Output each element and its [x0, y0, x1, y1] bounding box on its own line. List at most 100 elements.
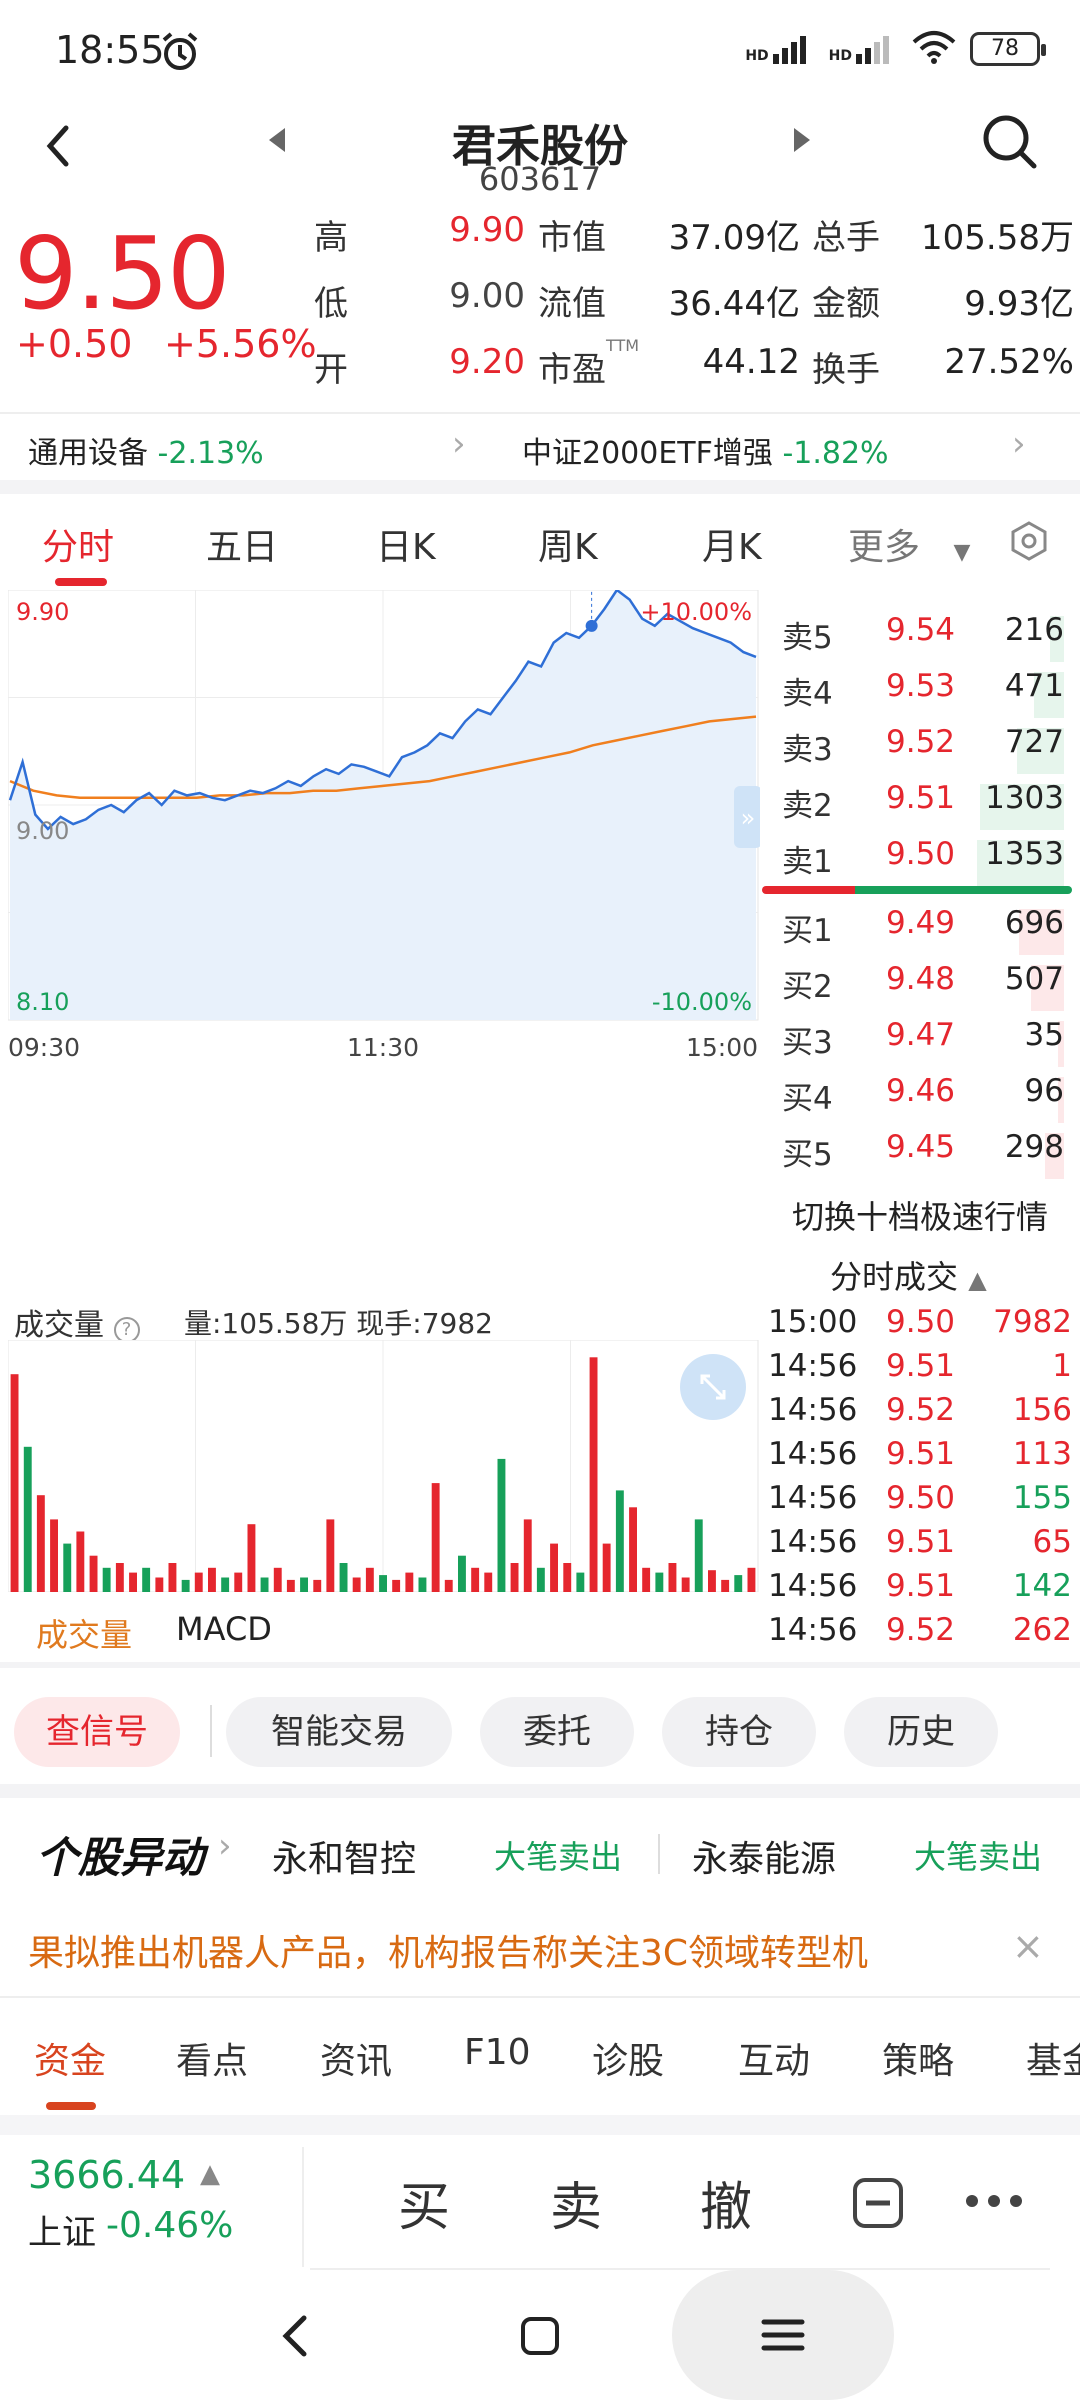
sector-item-1[interactable]: 通用设备 -2.13% [28, 428, 264, 472]
volume-bar [431, 1483, 440, 1592]
trade-volume: 1 [1052, 1348, 1072, 1384]
section-tab[interactable]: 看点 [176, 2041, 249, 2082]
tab-intraday[interactable]: 分时 [42, 527, 115, 568]
volume-bar [615, 1490, 624, 1592]
close-icon[interactable]: × [1012, 1924, 1044, 1968]
trade-volume: 155 [1012, 1480, 1072, 1516]
section-tab[interactable]: 资讯 [320, 2041, 393, 2082]
news-ticker[interactable]: 果拟推出机器人产品，机构报告称关注3C领域转型机 × [0, 1902, 1080, 1992]
sector-item-2[interactable]: 中证2000ETF增强 -1.82% [522, 428, 889, 472]
trade-price: 9.51 [886, 1524, 956, 1560]
trade-time: 14:56 [768, 1392, 858, 1428]
quote-value: 37.09亿 [668, 218, 800, 258]
nav-recents-icon[interactable] [672, 2270, 894, 2400]
alarm-icon [158, 30, 202, 78]
sell-button[interactable]: 卖 [550, 2178, 603, 2238]
section-tab[interactable]: 资金 [34, 2041, 107, 2082]
section-tab-indicator [46, 2102, 96, 2110]
next-stock-icon[interactable] [790, 125, 814, 159]
buy-button[interactable]: 买 [398, 2178, 451, 2238]
trade-volume: 142 [1012, 1568, 1072, 1604]
switch-ten-level-button[interactable]: 切换十档极速行情 [791, 1198, 1048, 1236]
tab-more[interactable]: 更多 ▼ [848, 518, 970, 570]
history-button[interactable]: 历史 [844, 1697, 998, 1767]
cancel-order-button[interactable]: 撤 [700, 2178, 753, 2238]
volume-bar [10, 1374, 19, 1592]
tab-five-day[interactable]: 五日 [206, 527, 279, 568]
quote-value: 9.20 [449, 342, 525, 382]
volume-bar [458, 1555, 466, 1592]
volume-chart[interactable] [8, 1340, 760, 1592]
system-nav [0, 2270, 1080, 2400]
quote-label: 高 [314, 218, 348, 258]
settings-icon[interactable] [1008, 520, 1050, 566]
indicator-tab-volume[interactable]: 成交量 [36, 1616, 133, 1654]
pct-axis-top: +10.00% [640, 598, 752, 626]
more-icon[interactable] [964, 2191, 1024, 2215]
divider [0, 1662, 1080, 1668]
trade-volume: 262 [1012, 1612, 1072, 1648]
depth-bar [1031, 965, 1064, 1011]
order-level-volume: 216 [1004, 612, 1064, 648]
quote-label: 总手 [812, 218, 880, 258]
section-tab[interactable]: 互动 [738, 2041, 811, 2082]
caret-up-icon: ▲ [968, 1266, 987, 1294]
position-button[interactable]: 持仓 [662, 1697, 816, 1767]
tab-daily-k[interactable]: 日K [376, 527, 436, 568]
order-level-price: 9.54 [886, 612, 956, 648]
nav-back-icon[interactable] [280, 2314, 310, 2362]
trade-time: 14:56 [768, 1568, 858, 1604]
volume-bar [550, 1543, 558, 1592]
volume-bar [510, 1563, 519, 1592]
trade-price: 9.51 [886, 1348, 956, 1384]
alerts-title[interactable]: 个股异动 [36, 1833, 205, 1882]
order-level-price: 9.50 [886, 836, 956, 872]
trade-price: 9.51 [886, 1436, 956, 1472]
volume-bar [405, 1572, 414, 1592]
tab-weekly-k[interactable]: 周K [538, 527, 598, 568]
collapse-icon[interactable] [852, 2177, 904, 2233]
status-icons: HD HD 78 [745, 30, 1046, 68]
volume-bar [497, 1458, 506, 1592]
trade-price: 9.51 [886, 1568, 956, 1604]
expand-panel-icon: » [741, 804, 756, 832]
order-level-volume: 35 [1024, 1017, 1064, 1053]
tab-monthly-k[interactable]: 月K [702, 527, 762, 568]
trade-price: 9.50 [886, 1480, 956, 1516]
fullscreen-icon[interactable] [680, 1354, 746, 1420]
section-tab[interactable]: F10 [464, 2032, 531, 2073]
back-icon[interactable] [38, 118, 78, 178]
depth-bar [1058, 1021, 1064, 1067]
signal-icon-2: HD [829, 34, 898, 64]
chevron-right-icon: › [452, 424, 466, 464]
price-axis-top: 9.90 [16, 598, 69, 626]
intraday-chart[interactable]: S9.909.008.10+10.00%-10.00%09:3011:3015:… [8, 590, 760, 1250]
alert-stock-1[interactable]: 永和智控 [272, 1839, 417, 1880]
indicator-tab-macd[interactable]: MACD [176, 1610, 272, 1648]
section-tab[interactable]: 诊股 [592, 2041, 665, 2082]
volume-bar [260, 1577, 269, 1592]
time-axis-label: 09:30 [8, 1033, 80, 1062]
chevron-right-icon: › [218, 1826, 232, 1866]
quote-value: 27.52% [944, 342, 1074, 382]
volume-title: 成交量 ? [14, 1300, 140, 1344]
divider [0, 2115, 1080, 2135]
section-tab[interactable]: 基金 [1026, 2041, 1080, 2082]
entrust-button[interactable]: 委托 [480, 1697, 634, 1767]
signal-button[interactable]: 查信号 [14, 1697, 180, 1767]
order-level-volume: 96 [1024, 1073, 1064, 1109]
prev-stock-icon[interactable] [265, 125, 289, 159]
search-icon[interactable] [980, 112, 1040, 176]
trades-title[interactable]: 分时成交 ▲ [830, 1252, 987, 1298]
smart-trade-button[interactable]: 智能交易 [226, 1697, 452, 1767]
volume-bar [142, 1567, 151, 1592]
alert-stock-2[interactable]: 永泰能源 [692, 1839, 837, 1880]
order-level-label: 卖5 [782, 620, 833, 656]
price-area [10, 590, 756, 1020]
volume-bar [379, 1575, 387, 1592]
volume-bar [313, 1579, 322, 1592]
section-tab[interactable]: 策略 [882, 2041, 955, 2082]
chevron-right-icon: › [1012, 424, 1026, 464]
index-value[interactable]: 3666.44 [28, 2153, 186, 2197]
nav-home-icon[interactable] [520, 2316, 560, 2360]
